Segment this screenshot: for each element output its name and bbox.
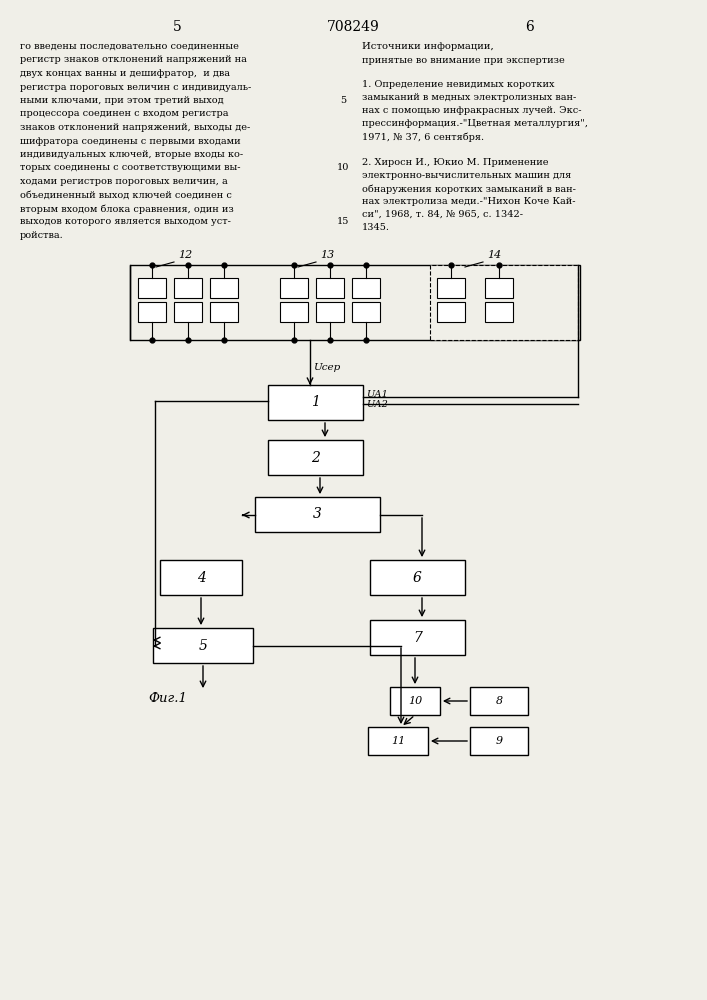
Text: замыканий в медных электролизных ван-: замыканий в медных электролизных ван- [362,93,576,102]
Text: регистра пороговых величин с индивидуаль-: регистра пороговых величин с индивидуаль… [20,83,251,92]
Text: 8: 8 [496,696,503,706]
Text: 1. Определение невидимых коротких: 1. Определение невидимых коротких [362,80,554,89]
Text: 13: 13 [320,250,334,260]
Bar [138,302,166,322]
Bar [485,278,513,298]
Text: 3: 3 [313,508,322,522]
Text: 5: 5 [340,96,346,105]
Text: знаков отклонений напряжений, выходы де-: знаков отклонений напряжений, выходы де- [20,123,250,132]
Text: обнаружения коротких замыканий в ван-: обнаружения коротких замыканий в ван- [362,184,576,194]
Text: принятые во внимание при экспертизе: принятые во внимание при экспертизе [362,56,565,65]
Text: 7: 7 [413,631,422,645]
Text: 2. Хиросн И., Юкио М. Применение: 2. Хиросн И., Юкио М. Применение [362,158,549,167]
Text: 6: 6 [525,20,534,34]
Text: электронно-вычислительных машин для: электронно-вычислительных машин для [362,171,571,180]
Text: 12: 12 [178,250,192,260]
Text: UА1: UА1 [366,390,388,399]
Text: торых соединены с соответствующими вы-: торых соединены с соответствующими вы- [20,163,240,172]
Text: 1971, № 37, 6 сентября.: 1971, № 37, 6 сентября. [362,132,484,141]
Bar [138,278,166,298]
Text: 1: 1 [311,395,320,410]
Bar [280,302,308,322]
Text: 1345.: 1345. [362,223,390,232]
Text: си", 1968, т. 84, № 965, с. 1342-: си", 1968, т. 84, № 965, с. 1342- [362,210,523,219]
Text: 14: 14 [487,250,501,260]
Text: 4: 4 [197,570,206,584]
Bar [174,278,202,298]
Text: 5: 5 [199,639,207,652]
Text: ходами регистров пороговых величин, а: ходами регистров пороговых величин, а [20,177,228,186]
Bar [130,265,580,340]
Text: объединенный выход ключей соединен с: объединенный выход ключей соединен с [20,190,232,200]
Bar [160,560,242,595]
Bar [368,727,428,755]
Bar [437,302,465,322]
Text: Фиг.1: Фиг.1 [148,692,187,705]
Text: 9: 9 [496,736,503,746]
Text: регистр знаков отклонений напряжений на: регистр знаков отклонений напряжений на [20,55,247,64]
Text: 2: 2 [311,450,320,464]
Bar [485,302,513,322]
Text: 10: 10 [337,163,349,172]
Text: го введены последовательно соединенные: го введены последовательно соединенные [20,42,239,51]
Bar [268,385,363,420]
Text: прессинформация.-"Цветная металлургия",: прессинформация.-"Цветная металлургия", [362,119,588,128]
Text: индивидуальных ключей, вторые входы ко-: индивидуальных ключей, вторые входы ко- [20,150,243,159]
Text: 15: 15 [337,218,349,227]
Bar [316,302,344,322]
Text: 708249: 708249 [327,20,380,34]
Text: 6: 6 [413,570,422,584]
Bar [352,302,380,322]
Text: ными ключами, при этом третий выход: ными ключами, при этом третий выход [20,96,223,105]
Text: нах электролиза меди.-"Нихон Коче Кай-: нах электролиза меди.-"Нихон Коче Кай- [362,197,575,206]
Bar [390,687,440,715]
Bar [316,278,344,298]
Text: процессора соединен с входом регистра: процессора соединен с входом регистра [20,109,228,118]
Text: 5: 5 [173,20,182,34]
Text: UА2: UА2 [366,400,388,409]
Bar [352,278,380,298]
Bar [370,560,465,595]
Bar [470,687,528,715]
Text: Источники информации,: Источники информации, [362,42,493,51]
Text: ройства.: ройства. [20,231,64,240]
Bar [210,278,238,298]
Text: Uсер: Uсер [313,362,340,371]
Bar [153,628,253,663]
Bar [255,497,380,532]
Text: шифратора соединены с первыми входами: шифратора соединены с первыми входами [20,136,240,145]
Text: вторым входом блока сравнения, один из: вторым входом блока сравнения, один из [20,204,234,214]
Text: 11: 11 [391,736,405,746]
Text: нах с помощью инфракрасных лучей. Экс-: нах с помощью инфракрасных лучей. Экс- [362,106,581,115]
Text: двух концах ванны и дешифратор,  и два: двух концах ванны и дешифратор, и два [20,69,230,78]
Bar [437,278,465,298]
Text: выходов которого является выходом уст-: выходов которого является выходом уст- [20,218,231,227]
Bar [268,440,363,475]
Bar [470,727,528,755]
Bar [210,302,238,322]
Bar [174,302,202,322]
Bar [370,620,465,655]
Bar [430,265,578,340]
Bar [280,278,308,298]
Text: 10: 10 [408,696,422,706]
